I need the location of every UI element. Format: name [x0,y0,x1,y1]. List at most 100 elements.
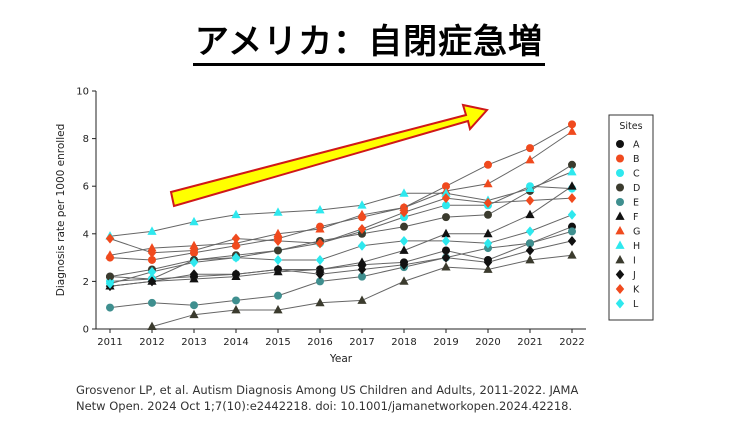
y-axis-label: Diagnosis rate per 1000 enrolled [55,124,67,296]
series-L [105,209,577,289]
data-point-F [357,257,367,266]
series-line-E [109,230,573,309]
data-point-G [567,126,577,135]
data-point-L [483,238,493,249]
legend-marker-L [615,298,625,309]
data-point-L [357,240,367,251]
data-point-E [526,239,534,248]
data-point-K [441,193,451,204]
data-point-K [189,245,199,256]
data-point-E [148,298,156,307]
data-point-D [568,160,576,169]
data-point-F [441,228,451,238]
data-point-H [441,188,451,197]
data-point-F [399,245,409,254]
legend-marker-G [615,226,625,235]
data-point-G [273,228,283,238]
data-point-B [568,120,576,129]
data-point-L [525,226,535,237]
data-point-I [189,309,199,319]
data-point-G [483,178,493,188]
data-point-B [484,160,492,169]
x-tick-label: 2021 [517,337,542,348]
data-point-H [315,205,325,214]
x-tick-label: 2012 [139,337,164,348]
data-point-E [316,277,324,286]
data-point-E [568,227,576,236]
data-point-F [483,228,493,238]
x-tick-label: 2017 [349,337,374,348]
legend-label-A: A [633,140,640,151]
x-tick-label: 2018 [391,337,416,348]
data-point-J [147,276,157,287]
data-point-D [274,246,282,255]
data-point-K [567,193,577,204]
series-line-D [109,164,573,278]
x-tick-label: 2020 [475,337,500,348]
data-point-K [483,197,493,208]
legend-marker-C [616,169,624,177]
data-point-J [315,269,325,280]
series-line-L [109,214,573,285]
data-point-E [232,296,240,305]
x-tick-label: 2022 [559,337,584,348]
data-point-H [147,226,157,235]
data-point-G [147,243,157,252]
y-tick-label: 8 [83,134,89,145]
data-point-E [106,303,114,312]
legend-marker-A [616,140,624,148]
data-point-G [315,224,325,233]
plot-area [96,91,586,329]
data-point-K [525,195,535,206]
data-point-I [315,297,325,307]
x-tick-label: 2015 [265,337,290,348]
legend-label-C: C [633,169,640,180]
data-point-A [442,246,450,255]
data-point-G [399,202,409,212]
data-point-L [231,252,241,263]
y-tick-label: 2 [83,277,89,288]
data-point-L [441,235,451,246]
data-point-C [442,201,450,210]
data-point-K [105,233,115,244]
data-point-K [315,238,325,249]
citation: Grosvenor LP, et al. Autism Diagnosis Am… [76,382,578,414]
data-point-L [189,257,199,268]
data-point-D [442,213,450,222]
legend-label-E: E [633,198,639,209]
y-tick-label: 10 [76,87,89,98]
legend-label-J: J [632,270,636,281]
series-K [105,193,577,258]
data-point-G [525,155,535,164]
x-tick-label: 2013 [181,337,206,348]
data-point-L [315,254,325,265]
data-point-L [399,235,409,246]
data-point-D [400,222,408,231]
chart-axes: 0 2 4 6 8 10 2011 2012 2013 2014 2015 2016 2017 2018 2… [55,87,586,365]
legend-label-F: F [633,212,638,223]
data-point-B [148,255,156,264]
series-line-J [109,240,573,287]
legend-marker-J [615,269,625,280]
data-point-L [105,278,115,289]
x-tick-label: 2016 [307,337,332,348]
legend-title: Sites [619,121,642,132]
x-axis-label: Year [329,353,353,365]
data-point-I [441,262,451,271]
y-tick-label: 6 [83,182,89,193]
data-point-I [231,304,241,314]
data-point-F [567,181,577,190]
series-line-G [109,131,573,256]
data-point-G [105,250,115,259]
page-title-text: アメリカ：自閉症急増 [192,22,546,66]
legend-label-G: G [633,227,640,238]
data-point-E [358,272,366,281]
legend-label-K: K [633,285,640,296]
x-tick-label: 2019 [433,337,458,348]
data-point-L [147,266,157,277]
data-point-D [106,272,114,281]
series-H [105,166,577,240]
data-point-H [273,207,283,216]
